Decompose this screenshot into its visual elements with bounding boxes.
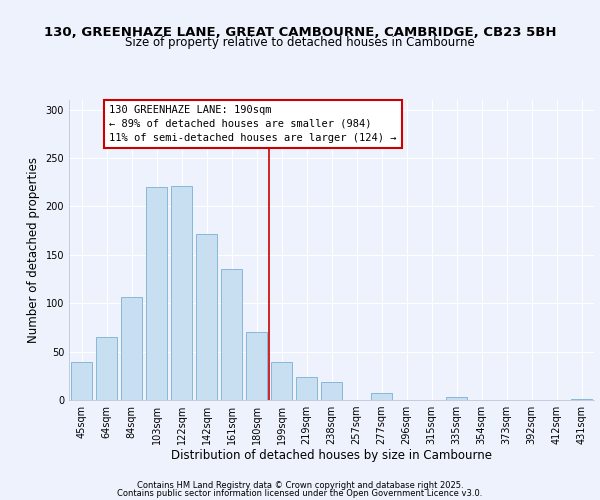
Text: Contains HM Land Registry data © Crown copyright and database right 2025.: Contains HM Land Registry data © Crown c… bbox=[137, 480, 463, 490]
Bar bbox=[171, 186, 192, 400]
Bar bbox=[296, 377, 317, 400]
Bar bbox=[96, 337, 117, 400]
Bar bbox=[321, 382, 342, 400]
Bar bbox=[246, 332, 267, 400]
X-axis label: Distribution of detached houses by size in Cambourne: Distribution of detached houses by size … bbox=[171, 448, 492, 462]
Bar bbox=[71, 362, 92, 400]
Y-axis label: Number of detached properties: Number of detached properties bbox=[27, 157, 40, 343]
Text: 130 GREENHAZE LANE: 190sqm
← 89% of detached houses are smaller (984)
11% of sem: 130 GREENHAZE LANE: 190sqm ← 89% of deta… bbox=[109, 105, 397, 143]
Bar bbox=[221, 270, 242, 400]
Bar bbox=[121, 298, 142, 400]
Bar bbox=[196, 234, 217, 400]
Bar bbox=[271, 362, 292, 400]
Bar bbox=[371, 393, 392, 400]
Text: Contains public sector information licensed under the Open Government Licence v3: Contains public sector information licen… bbox=[118, 488, 482, 498]
Text: Size of property relative to detached houses in Cambourne: Size of property relative to detached ho… bbox=[125, 36, 475, 49]
Bar bbox=[146, 187, 167, 400]
Bar bbox=[446, 397, 467, 400]
Text: 130, GREENHAZE LANE, GREAT CAMBOURNE, CAMBRIDGE, CB23 5BH: 130, GREENHAZE LANE, GREAT CAMBOURNE, CA… bbox=[44, 26, 556, 39]
Bar bbox=[571, 399, 592, 400]
